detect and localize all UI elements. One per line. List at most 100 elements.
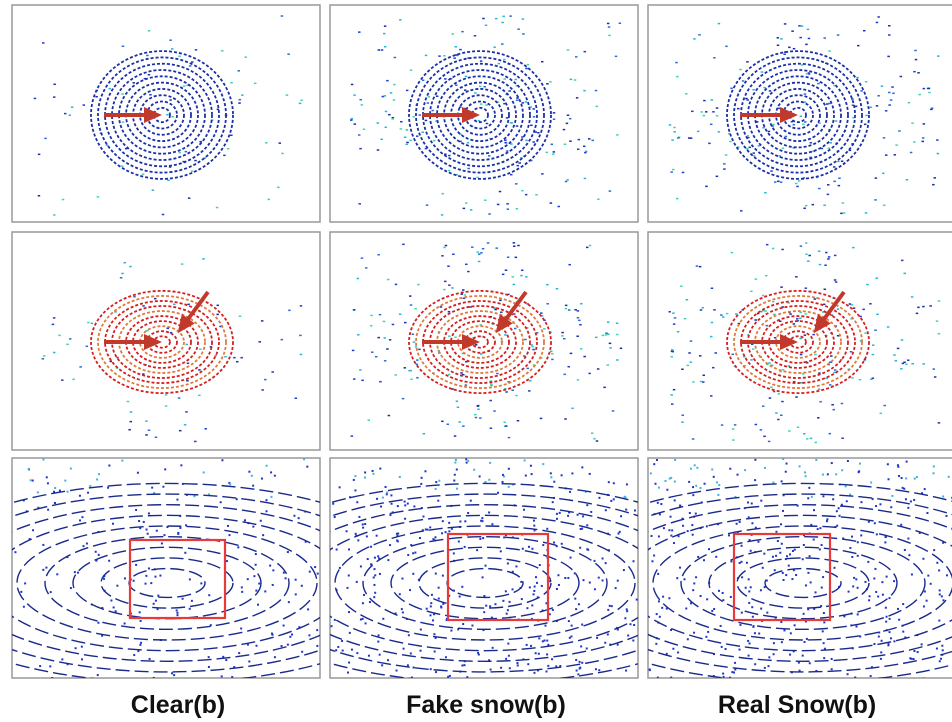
point: [581, 661, 584, 664]
point: [686, 364, 690, 367]
point: [829, 142, 833, 144]
point: [410, 676, 413, 678]
point: [575, 56, 578, 58]
point: [567, 514, 570, 517]
point: [546, 303, 549, 305]
point: [670, 676, 673, 678]
point: [459, 520, 462, 523]
point: [830, 462, 833, 465]
point: [533, 524, 536, 527]
point: [527, 545, 530, 548]
point: [465, 360, 468, 363]
point: [376, 149, 380, 151]
point: [863, 123, 867, 126]
point: [828, 432, 832, 435]
point: [828, 50, 831, 52]
point: [804, 475, 807, 478]
point: [795, 396, 798, 398]
scan-ring: [775, 325, 821, 359]
point: [477, 120, 481, 122]
point: [246, 578, 249, 581]
point: [147, 429, 151, 431]
point: [921, 140, 924, 143]
point: [784, 51, 787, 53]
point: [798, 25, 801, 27]
point: [864, 332, 867, 334]
point: [884, 541, 887, 544]
point: [828, 102, 831, 105]
point: [803, 207, 806, 210]
point-cloud: [668, 16, 940, 215]
point: [58, 334, 61, 337]
point: [823, 621, 826, 624]
point: [145, 528, 148, 531]
point: [918, 93, 921, 96]
point: [852, 117, 855, 119]
point: [632, 639, 635, 642]
point: [202, 258, 205, 260]
point: [805, 637, 808, 640]
point: [443, 246, 446, 249]
scan-ring: [418, 557, 552, 609]
point: [530, 124, 533, 127]
point: [615, 322, 619, 324]
point: [817, 82, 820, 85]
point: [476, 405, 480, 407]
point: [595, 336, 598, 339]
point: [506, 203, 509, 205]
point: [248, 470, 251, 473]
point: [820, 147, 824, 150]
point: [237, 546, 240, 549]
point: [465, 461, 468, 464]
point: [792, 381, 796, 383]
point: [490, 616, 493, 619]
point: [444, 656, 447, 659]
point: [427, 96, 431, 98]
point: [191, 61, 194, 63]
point: [588, 472, 591, 475]
point: [849, 546, 852, 549]
point: [533, 589, 536, 592]
point: [729, 595, 732, 598]
point: [749, 549, 752, 552]
point: [754, 663, 757, 666]
point: [420, 482, 423, 485]
point: [394, 612, 397, 615]
point: [489, 461, 492, 464]
point: [533, 529, 536, 532]
point: [392, 99, 396, 101]
point: [772, 642, 775, 645]
point: [123, 577, 126, 580]
point: [905, 460, 908, 463]
point: [881, 593, 884, 596]
point: [114, 311, 117, 313]
point: [562, 128, 566, 131]
point: [805, 72, 809, 75]
point: [502, 15, 505, 18]
point: [670, 629, 673, 632]
point: [854, 105, 858, 108]
point: [864, 81, 868, 83]
point: [150, 582, 153, 585]
point: [381, 95, 385, 98]
point: [516, 419, 520, 422]
point: [945, 514, 948, 517]
point: [135, 563, 138, 566]
point: [253, 575, 256, 578]
point: [691, 524, 694, 527]
point: [176, 498, 179, 501]
point: [739, 623, 742, 626]
point: [183, 424, 187, 426]
point: [715, 107, 719, 109]
point: [504, 590, 507, 593]
point: [596, 368, 600, 370]
point: [378, 653, 381, 656]
point: [552, 112, 556, 114]
scan-ring: [422, 62, 538, 168]
point: [525, 276, 528, 278]
point: [509, 173, 513, 176]
point: [754, 319, 757, 321]
point: [418, 348, 421, 351]
point: [547, 664, 550, 667]
point: [747, 578, 750, 581]
